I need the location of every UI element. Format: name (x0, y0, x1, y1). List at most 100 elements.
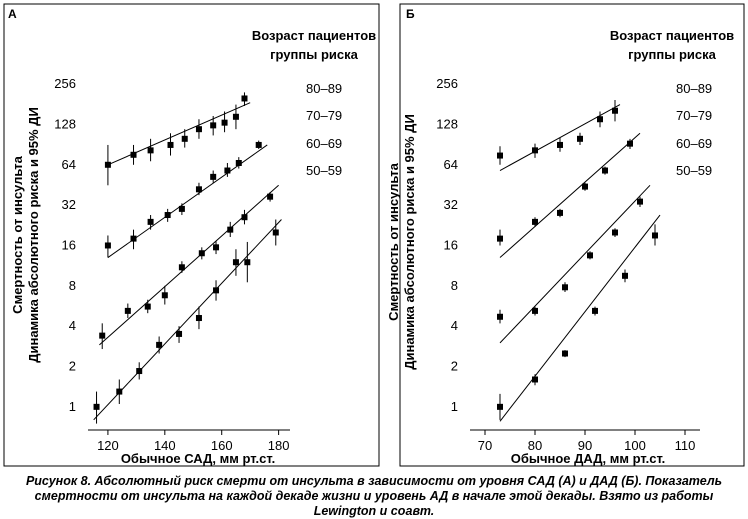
panel-a-series-2 (104, 140, 268, 258)
panel-a-data-point (147, 218, 154, 225)
panel-b-y-title: Смертность от инсульта Динамика абсолютн… (386, 114, 417, 370)
panel-a-data-point (195, 126, 202, 133)
panel-b-data-point (557, 141, 563, 148)
panel-b-data-point (602, 167, 608, 174)
chart-panel-a: А Смертность от инсульта Динамика абсолю… (3, 3, 380, 467)
panel-b-y-tick-label: 128 (436, 116, 458, 131)
panel-a-y-title: Смертность от инсульта Динамика абсолютн… (10, 107, 41, 363)
panel-b-legend-label: 70–79 (676, 108, 712, 123)
panel-a-data-point (210, 173, 217, 180)
panel-a-fit-line (107, 102, 251, 166)
panel-b-data-point (497, 403, 503, 410)
panel-a-fit-line (93, 219, 282, 421)
panel-a-frame (3, 3, 380, 467)
panel-b-data-point (557, 209, 563, 216)
panel-b-y-tick-label: 2 (451, 359, 458, 374)
panel-a-data-point (195, 315, 202, 322)
panel-a-data-point (181, 135, 188, 142)
panel-b-xlabel: Обычное ДАД, мм рт.ст. (511, 451, 666, 466)
panel-b-plot: 70 80 90 100 110 1 2 4 8 16 32 64 128 256 80–89 70–79 60… (436, 76, 712, 453)
panel-b-y-tick-label: 32 (444, 197, 458, 212)
panel-b-frame (399, 3, 745, 467)
panel-b-x-tick-label: 80 (528, 438, 542, 453)
figure-caption: Рисунок 8. Абсолютный риск смерти от инс… (25, 474, 723, 518)
panel-b-data-point (497, 313, 503, 320)
panel-a-ylabel-line1: Смертность от инсульта (10, 155, 25, 313)
panel-b-data-point (497, 235, 503, 242)
panel-a-data-point (104, 161, 111, 168)
panel-b-data-point (612, 229, 618, 236)
panel-a-x-tick-label: 160 (211, 438, 233, 453)
panel-b-data-point (592, 307, 598, 314)
panel-b-legend-title-line2: группы риска (628, 47, 717, 62)
panel-b-data-point (532, 307, 538, 314)
panel-b-x-tick-label: 90 (578, 438, 592, 453)
panel-a-data-point (227, 226, 234, 233)
panel-a-x-tick-label: 180 (268, 438, 290, 453)
panel-a-data-point (272, 229, 279, 236)
panel-a-data-point (164, 212, 171, 219)
panel-a-data-point (130, 235, 137, 242)
panel-a-data-point (213, 244, 220, 251)
panel-a-data-point (235, 159, 242, 166)
panel-b-data-point (562, 350, 568, 357)
panel-a-data-point (161, 292, 168, 299)
panel-b-legend-label: 50–59 (676, 163, 712, 178)
panel-a-data-point (195, 186, 202, 193)
panel-b-fit-line (499, 104, 621, 171)
panel-a-data-point (136, 368, 143, 375)
panel-a-y-tick-label: 1 (69, 399, 76, 414)
panel-a-series-1 (104, 92, 251, 186)
panel-a-data-point (178, 205, 185, 212)
panel-a-y-tick-label: 16 (62, 237, 76, 252)
panel-a-series-4 (93, 219, 282, 424)
panel-a-data-point (232, 259, 239, 266)
panel-b-data-point (497, 152, 503, 159)
panel-b-data-point (597, 116, 603, 123)
panel-b-data-point (562, 284, 568, 291)
panel-b-data-point (582, 183, 588, 190)
panel-a-y-tick-label: 8 (69, 278, 76, 293)
panel-a-data-point (124, 307, 131, 314)
panel-b-x-tick-label: 70 (478, 438, 492, 453)
panel-b-y-tick-label: 4 (451, 318, 458, 333)
panel-b-y-tick-label: 64 (444, 157, 458, 172)
panel-a-data-point (241, 214, 248, 221)
panel-a-data-point (232, 113, 239, 120)
panel-b-fit-line (499, 184, 651, 344)
panel-b-y-tick-label: 8 (451, 278, 458, 293)
panel-b-series-1 (497, 99, 621, 171)
panel-a-data-point (116, 388, 123, 395)
panel-b-ylabel-line2: Динамика абсолютного риска и 95% ДИ (402, 114, 417, 370)
panel-a-data-point (198, 250, 205, 257)
panel-b-data-point (587, 252, 593, 259)
panel-a-data-point (167, 141, 174, 148)
panel-a-data-point (93, 403, 100, 410)
panel-a-y-tick-label: 4 (69, 318, 76, 333)
panel-b-data-point (532, 218, 538, 225)
panel-b-series-2 (497, 132, 641, 258)
panel-a-data-point (130, 151, 137, 158)
panel-b-data-point (612, 107, 618, 114)
panel-b-legend-label: 60–69 (676, 136, 712, 151)
panel-a-xlabel: Обычное САД, мм рт.ст. (121, 451, 275, 466)
panel-a-legend-label: 60–69 (306, 136, 342, 151)
panel-a-data-point (99, 332, 106, 339)
panel-a-ylabel-line2: Динамика абсолютного риска и 95% ДИ (26, 107, 41, 363)
panel-b-y-tick-label: 16 (444, 237, 458, 252)
panel-a-letter: А (8, 7, 17, 21)
panel-b-y-tick-label: 1 (451, 399, 458, 414)
panel-a-data-point (144, 303, 151, 310)
panel-a-legend-label: 80–89 (306, 81, 342, 96)
panel-a-data-point (213, 287, 220, 294)
panel-a-data-point (255, 141, 262, 148)
chart-panel-b: Б Смертность от инсульта Динамика абсолю… (386, 3, 745, 467)
panel-a-plot: 120 140 160 180 1 2 4 8 16 32 64 128 256 80–89 70–79 60… (54, 76, 342, 453)
panel-b-data-point (637, 198, 643, 205)
panel-a-legend-label: 50–59 (306, 163, 342, 178)
panel-a-y-tick-label: 2 (69, 359, 76, 374)
panel-a-y-tick-label: 32 (62, 197, 76, 212)
panel-b-letter: Б (406, 7, 415, 21)
panel-a-data-point (156, 341, 163, 348)
